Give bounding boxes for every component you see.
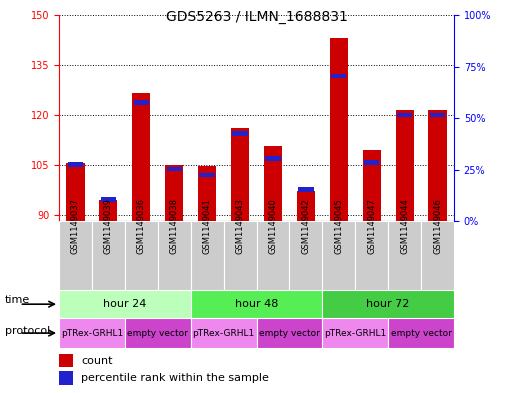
Bar bbox=[191, 221, 224, 290]
Text: hour 72: hour 72 bbox=[366, 299, 410, 309]
Bar bbox=[331, 73, 346, 78]
Bar bbox=[330, 38, 348, 221]
Bar bbox=[397, 113, 412, 118]
Bar bbox=[428, 110, 447, 221]
Bar bbox=[125, 221, 158, 290]
Bar bbox=[191, 318, 256, 348]
Text: GDS5263 / ILMN_1688831: GDS5263 / ILMN_1688831 bbox=[166, 10, 347, 24]
Bar bbox=[167, 167, 182, 171]
Bar bbox=[388, 221, 421, 290]
Text: hour 48: hour 48 bbox=[235, 299, 278, 309]
Bar bbox=[322, 318, 388, 348]
Text: empty vector: empty vector bbox=[259, 329, 320, 338]
Bar bbox=[322, 221, 355, 290]
Text: GSM1149042: GSM1149042 bbox=[301, 198, 310, 254]
Text: GSM1149039: GSM1149039 bbox=[104, 198, 113, 254]
Bar bbox=[265, 156, 281, 161]
Bar bbox=[59, 290, 191, 318]
Text: empty vector: empty vector bbox=[127, 329, 188, 338]
Text: GSM1149041: GSM1149041 bbox=[203, 198, 212, 254]
Text: empty vector: empty vector bbox=[391, 329, 451, 338]
Text: hour 24: hour 24 bbox=[103, 299, 147, 309]
Bar bbox=[101, 197, 116, 202]
Bar bbox=[421, 221, 454, 290]
Bar bbox=[158, 221, 191, 290]
Bar bbox=[396, 110, 413, 221]
Bar bbox=[68, 162, 83, 167]
Bar bbox=[59, 221, 92, 290]
Bar bbox=[224, 221, 256, 290]
Text: GSM1149037: GSM1149037 bbox=[71, 198, 80, 254]
Bar bbox=[388, 318, 454, 348]
Text: percentile rank within the sample: percentile rank within the sample bbox=[81, 373, 269, 383]
Bar bbox=[100, 200, 117, 221]
Bar bbox=[125, 318, 191, 348]
Text: protocol: protocol bbox=[5, 326, 50, 336]
Bar bbox=[66, 163, 85, 221]
Bar bbox=[59, 354, 73, 367]
Bar bbox=[200, 173, 215, 177]
Bar bbox=[264, 146, 282, 221]
Bar bbox=[132, 93, 150, 221]
Bar bbox=[297, 191, 315, 221]
Text: pTRex-GRHL1: pTRex-GRHL1 bbox=[61, 329, 123, 338]
Text: time: time bbox=[5, 295, 30, 305]
Text: GSM1149046: GSM1149046 bbox=[433, 198, 442, 254]
Bar bbox=[322, 290, 454, 318]
Bar bbox=[256, 318, 322, 348]
Bar bbox=[92, 221, 125, 290]
Bar bbox=[198, 166, 216, 221]
Bar bbox=[133, 101, 149, 105]
Bar bbox=[298, 187, 313, 192]
Text: count: count bbox=[81, 356, 113, 365]
Bar bbox=[289, 221, 322, 290]
Text: GSM1149038: GSM1149038 bbox=[170, 198, 179, 254]
Bar bbox=[232, 131, 248, 136]
Text: GSM1149040: GSM1149040 bbox=[268, 198, 278, 254]
Bar bbox=[430, 113, 445, 118]
Bar bbox=[363, 150, 381, 221]
Text: GSM1149043: GSM1149043 bbox=[235, 198, 245, 254]
Bar bbox=[364, 160, 380, 165]
Bar bbox=[355, 221, 388, 290]
Bar bbox=[191, 290, 322, 318]
Bar bbox=[59, 371, 73, 385]
Bar bbox=[231, 128, 249, 221]
Text: pTRex-GRHL1: pTRex-GRHL1 bbox=[324, 329, 386, 338]
Text: GSM1149047: GSM1149047 bbox=[367, 198, 376, 254]
Text: pTRex-GRHL1: pTRex-GRHL1 bbox=[192, 329, 255, 338]
Text: GSM1149036: GSM1149036 bbox=[137, 198, 146, 254]
Text: GSM1149044: GSM1149044 bbox=[400, 198, 409, 254]
Bar bbox=[59, 318, 125, 348]
Bar bbox=[165, 165, 183, 221]
Bar bbox=[256, 221, 289, 290]
Text: GSM1149045: GSM1149045 bbox=[334, 198, 343, 254]
